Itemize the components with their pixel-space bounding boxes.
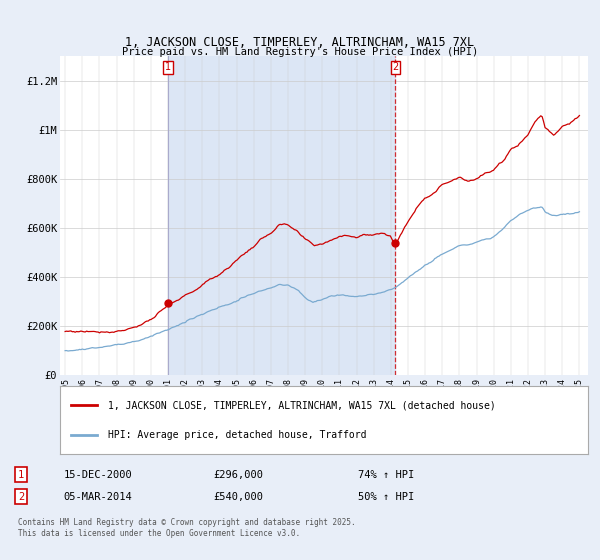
Bar	[168, 56, 395, 375]
Text: £540,000: £540,000	[214, 492, 263, 502]
Text: 1: 1	[18, 470, 24, 480]
Text: Contains HM Land Registry data © Crown copyright and database right 2025.
This d: Contains HM Land Registry data © Crown c…	[18, 519, 355, 538]
Text: 2: 2	[392, 62, 398, 72]
Text: 1, JACKSON CLOSE, TIMPERLEY, ALTRINCHAM, WA15 7XL (detached house): 1, JACKSON CLOSE, TIMPERLEY, ALTRINCHAM,…	[107, 400, 495, 410]
Text: 05-MAR-2014: 05-MAR-2014	[64, 492, 133, 502]
Text: 2: 2	[18, 492, 24, 502]
Text: 15-DEC-2000: 15-DEC-2000	[64, 470, 133, 480]
Text: 50% ↑ HPI: 50% ↑ HPI	[358, 492, 414, 502]
Text: 74% ↑ HPI: 74% ↑ HPI	[358, 470, 414, 480]
Text: 1: 1	[165, 62, 171, 72]
Text: HPI: Average price, detached house, Trafford: HPI: Average price, detached house, Traf…	[107, 430, 366, 440]
Text: £296,000: £296,000	[214, 470, 263, 480]
Text: Price paid vs. HM Land Registry's House Price Index (HPI): Price paid vs. HM Land Registry's House …	[122, 46, 478, 57]
Text: 1, JACKSON CLOSE, TIMPERLEY, ALTRINCHAM, WA15 7XL: 1, JACKSON CLOSE, TIMPERLEY, ALTRINCHAM,…	[125, 35, 475, 49]
